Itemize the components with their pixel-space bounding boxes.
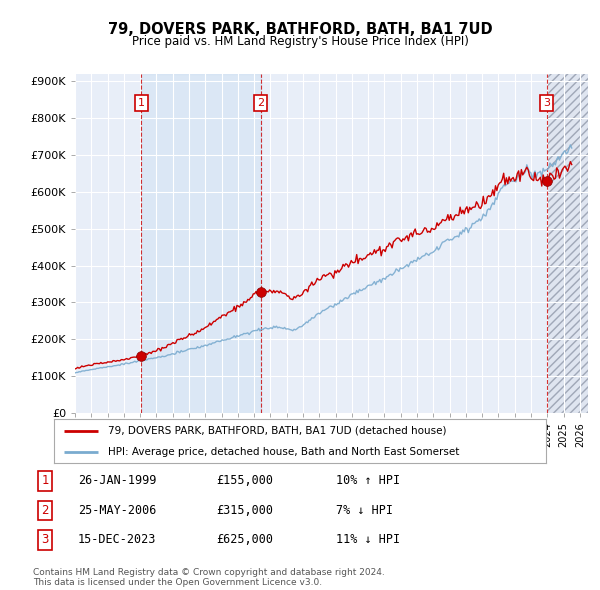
Text: 11% ↓ HPI: 11% ↓ HPI (336, 533, 400, 546)
Text: Contains HM Land Registry data © Crown copyright and database right 2024.
This d: Contains HM Land Registry data © Crown c… (33, 568, 385, 587)
Text: HPI: Average price, detached house, Bath and North East Somerset: HPI: Average price, detached house, Bath… (108, 447, 460, 457)
Text: 3: 3 (41, 533, 49, 546)
Text: 2: 2 (257, 99, 264, 108)
Text: £315,000: £315,000 (216, 504, 273, 517)
Text: 2: 2 (41, 504, 49, 517)
Text: 15-DEC-2023: 15-DEC-2023 (78, 533, 157, 546)
Text: 79, DOVERS PARK, BATHFORD, BATH, BA1 7UD: 79, DOVERS PARK, BATHFORD, BATH, BA1 7UD (107, 22, 493, 37)
Text: 79, DOVERS PARK, BATHFORD, BATH, BA1 7UD (detached house): 79, DOVERS PARK, BATHFORD, BATH, BA1 7UD… (108, 426, 446, 436)
Text: 3: 3 (543, 99, 550, 108)
Bar (547, 74, 588, 413)
Text: 10% ↑ HPI: 10% ↑ HPI (336, 474, 400, 487)
Text: 1: 1 (41, 474, 49, 487)
Text: 7% ↓ HPI: 7% ↓ HPI (336, 504, 393, 517)
Text: £625,000: £625,000 (216, 533, 273, 546)
Text: 25-MAY-2006: 25-MAY-2006 (78, 504, 157, 517)
Text: £155,000: £155,000 (216, 474, 273, 487)
Text: Price paid vs. HM Land Registry's House Price Index (HPI): Price paid vs. HM Land Registry's House … (131, 35, 469, 48)
Text: 26-JAN-1999: 26-JAN-1999 (78, 474, 157, 487)
Bar (547, 74, 588, 413)
Text: 1: 1 (138, 99, 145, 108)
Bar (141, 74, 260, 413)
